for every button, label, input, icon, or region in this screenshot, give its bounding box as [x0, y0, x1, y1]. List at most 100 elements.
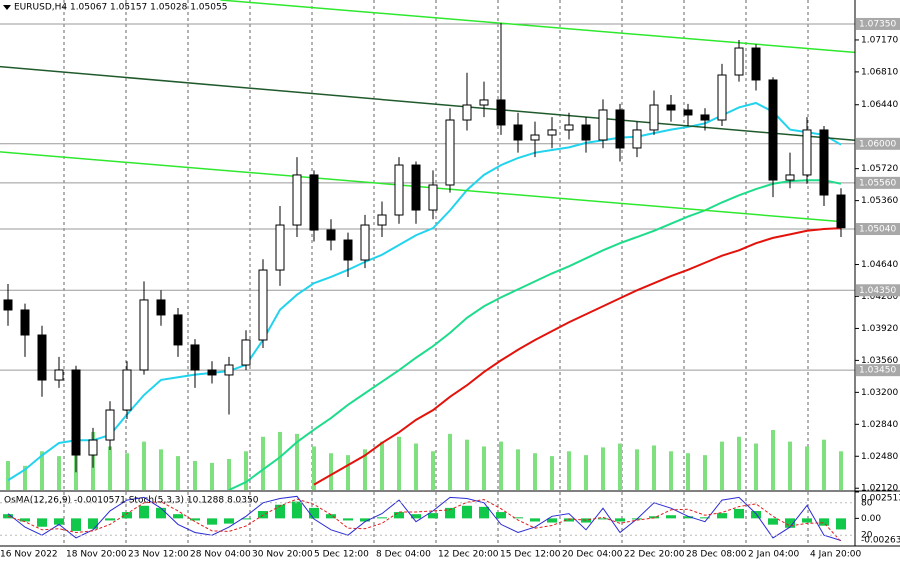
volume-bar — [397, 436, 401, 490]
osma-bar — [683, 516, 693, 519]
volume-bar — [142, 441, 146, 490]
level-label: 1.05560 — [859, 178, 896, 188]
trendline — [0, 151, 845, 223]
volume-bar — [414, 443, 418, 490]
osma-bar — [513, 517, 523, 519]
osma-bar — [360, 518, 370, 522]
volume-bar — [193, 460, 197, 490]
level-label: 1.07350 — [859, 19, 896, 29]
osma-bar — [496, 512, 506, 519]
x-tick-label: 15 Dec 12:00 — [500, 550, 561, 560]
osma-bar — [428, 513, 438, 519]
level-label-box — [856, 17, 900, 30]
volume-bar — [125, 453, 129, 490]
y-tick-label: 1.05360 — [861, 196, 898, 206]
osma-bar — [615, 518, 625, 522]
candle-body — [258, 269, 268, 341]
y-tick-label: 1.03560 — [861, 356, 898, 366]
osma-bar — [377, 517, 387, 519]
x-tick-label: 18 Nov 20:00 — [66, 550, 127, 560]
volume-bar — [108, 446, 112, 490]
candle-body — [377, 214, 387, 226]
x-tick-label: 12 Dec 20:00 — [438, 550, 499, 560]
candle-body — [37, 334, 47, 381]
x-tick-label: 20 Dec 04:00 — [562, 550, 623, 560]
osma-bar — [462, 505, 472, 519]
volume-bar — [805, 446, 809, 490]
volume-bar — [312, 446, 316, 490]
osma-bar — [139, 505, 149, 519]
volume-bar — [618, 443, 622, 490]
candle-body — [156, 299, 166, 316]
osma-bar — [479, 506, 489, 519]
volume-bar — [465, 439, 469, 490]
candle-body — [428, 184, 438, 211]
volume-bar — [635, 449, 639, 490]
volume-bar — [601, 447, 605, 490]
x-tick-label: 16 Nov 2022 — [0, 550, 58, 560]
y-tick-label: 1.04640 — [861, 260, 898, 270]
level-label: 1.06000 — [859, 139, 896, 149]
candle-body — [462, 104, 472, 121]
volume-bar — [295, 433, 299, 490]
oscillator-title: OsMA(12,26,9) -0.0010571 Stoch(5,3,3) 10… — [4, 496, 259, 506]
moving-average — [228, 179, 842, 490]
osma-bar — [785, 518, 795, 528]
stoch-tick-label: 80 — [861, 498, 873, 508]
level-label: 1.04350 — [859, 286, 896, 296]
y-tick-label: 1.02840 — [861, 420, 898, 430]
candle-body — [105, 409, 115, 441]
candle-body — [819, 129, 829, 196]
candle-body — [326, 229, 336, 241]
candle-body — [54, 369, 64, 381]
y-tick-label: 1.03200 — [861, 388, 898, 398]
volume-bar — [669, 451, 673, 490]
y-tick-label: 1.06440 — [861, 100, 898, 110]
osma-bar — [292, 501, 302, 519]
volume-bar — [567, 451, 571, 490]
candle-body — [445, 119, 455, 186]
osma-bar — [190, 518, 200, 521]
volume-bar — [380, 441, 384, 490]
moving-average — [313, 227, 842, 486]
candle-body — [479, 99, 489, 106]
osma-bar — [836, 518, 846, 530]
y-tick-label: 1.07170 — [861, 35, 898, 45]
volume-bar — [550, 456, 554, 490]
y-tick-label: 1.06810 — [861, 67, 898, 77]
main-panel — [0, 0, 855, 490]
candle-body — [173, 314, 183, 346]
y-tick-label: 1.04280 — [861, 292, 898, 302]
x-tick-label: 4 Jan 20:00 — [810, 550, 862, 560]
osma-bar — [751, 511, 761, 519]
volume-bar — [6, 460, 10, 490]
volume-bar — [431, 451, 435, 490]
candle-body — [632, 129, 642, 149]
volume-bar — [516, 449, 520, 490]
osma-bar — [802, 518, 812, 523]
osma-bar — [411, 514, 421, 519]
volume-bar — [703, 455, 707, 490]
volume-bar — [584, 455, 588, 490]
level-label-box — [856, 137, 900, 150]
osma-bar — [71, 518, 81, 531]
candle-body — [598, 109, 608, 141]
menu-icon — [3, 5, 11, 10]
candle-body — [768, 79, 778, 181]
trendline — [220, 0, 855, 54]
volume-bar — [261, 436, 265, 490]
candle-body — [547, 129, 557, 136]
level-label-box — [856, 284, 900, 297]
osma-bar — [241, 518, 251, 520]
candle-body — [615, 109, 625, 149]
candle-body — [190, 344, 200, 371]
chart-title: EURUSD,H4 1.05067 1.05157 1.05028 1.0505… — [14, 3, 227, 13]
trendline — [0, 65, 855, 142]
volume-bar — [176, 456, 180, 490]
candle-body — [122, 369, 132, 411]
y-tick-label: 1.05720 — [861, 164, 898, 174]
osma-bar — [105, 518, 115, 521]
volume-bar — [482, 446, 486, 490]
candle-body — [666, 104, 676, 111]
